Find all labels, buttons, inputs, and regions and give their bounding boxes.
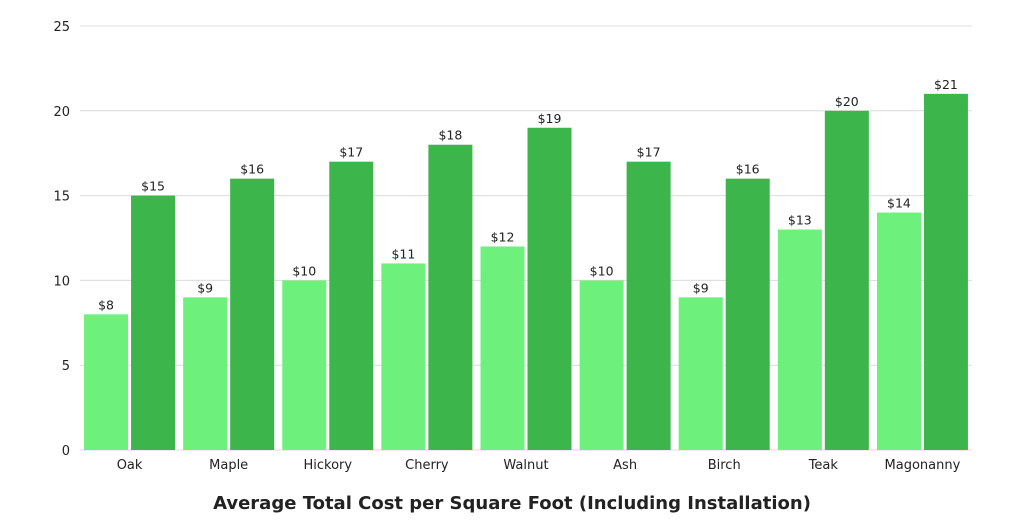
bar-series-1 [579,280,624,450]
data-label: $10 [590,263,614,278]
data-labels: $8 $15 $9 $16 $10 $17 $11 $18 $12 $19 $10 $17 $9 $16 $… [98,77,958,312]
bars [84,93,968,451]
bar-series-1 [480,246,525,450]
data-label: $20 [835,94,859,109]
bar-series-2 [626,161,671,450]
gridlines [80,25,972,451]
bar-series-1 [84,314,129,450]
data-label: $8 [98,297,114,312]
y-tick-label: 25 [53,20,70,35]
bar-series-2 [527,127,572,450]
y-tick-label: 15 [53,190,70,205]
y-axis-ticks: 0 5 10 15 20 25 [53,20,70,459]
y-tick-label: 20 [53,105,70,120]
data-label: $21 [934,77,958,92]
data-label: $9 [197,280,213,295]
x-tick-label: Birch [708,458,741,473]
x-tick-label: Magonanny [885,458,961,473]
bar-series-2 [131,195,176,450]
data-label: $13 [788,213,812,228]
x-tick-label: Maple [209,458,248,473]
data-label: $12 [491,229,515,244]
bar-series-2 [923,93,968,450]
bar-series-2 [725,178,770,450]
bar-series-2 [329,161,374,450]
data-label: $18 [438,128,462,143]
data-label: $10 [292,263,316,278]
data-label: $19 [538,111,562,126]
data-label: $9 [693,280,709,295]
data-label: $17 [637,145,661,160]
data-label: $15 [141,179,165,194]
bar-series-2 [230,178,275,450]
data-label: $17 [339,145,363,160]
bar-series-1 [183,297,228,450]
x-tick-label: Hickory [303,458,352,473]
y-tick-label: 10 [53,274,70,289]
bar-series-2 [428,144,473,450]
x-tick-label: Cherry [405,458,449,473]
x-tick-label: Ash [613,458,637,473]
y-tick-label: 5 [62,359,70,374]
bar-series-1 [777,229,822,450]
data-label: $14 [887,196,911,211]
bar-series-2 [824,110,869,451]
x-tick-label: Teak [808,458,839,473]
x-tick-label: Walnut [503,458,548,473]
x-axis-title: Average Total Cost per Square Foot (Incl… [213,493,811,514]
data-label: $16 [240,162,264,177]
bar-series-1 [876,212,921,450]
data-label: $11 [391,246,415,261]
bar-series-1 [381,263,426,450]
bar-series-1 [282,280,327,450]
x-tick-label: Oak [117,458,143,473]
bar-series-1 [678,297,723,450]
data-label: $16 [736,162,760,177]
x-axis-ticks: Oak Maple Hickory Cherry Walnut Ash Birch Teak M… [117,458,961,473]
y-tick-label: 0 [62,444,70,459]
